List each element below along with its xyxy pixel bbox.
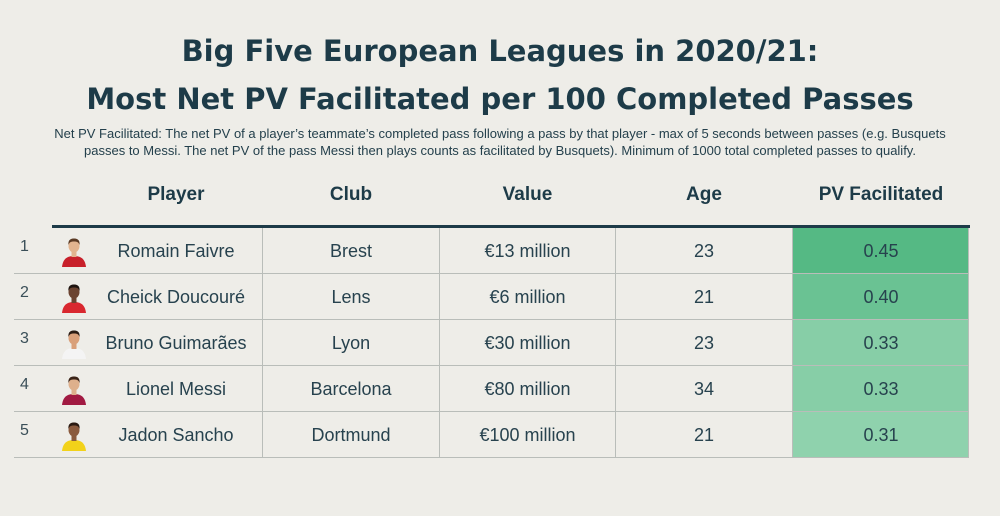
column-divider	[615, 366, 616, 412]
row-divider	[14, 273, 969, 274]
rank-number: 1	[20, 238, 29, 255]
column-divider	[615, 412, 616, 458]
column-divider	[615, 320, 616, 366]
player-name: Lionel Messi	[125, 379, 227, 399]
player-name: Bruno Guimarães	[105, 333, 247, 353]
table-row: 3 Bruno Guimarães Lyon €30 million 23 0.33	[0, 320, 1000, 366]
rank-number: 4	[20, 376, 29, 393]
column-divider	[792, 412, 793, 458]
column-header-player: Player	[147, 184, 205, 205]
player-age: 21	[693, 425, 715, 445]
column-divider	[262, 366, 263, 412]
player-avatar-icon	[62, 376, 86, 405]
column-divider	[792, 228, 793, 274]
pv-facilitated-value: 0.31	[863, 425, 899, 445]
column-header-age: Age	[686, 184, 722, 205]
pv-cell-fill	[793, 274, 969, 320]
market-value: €100 million	[479, 425, 576, 445]
column-divider	[615, 274, 616, 320]
header-divider	[52, 225, 970, 228]
column-divider	[439, 274, 440, 320]
market-value: €30 million	[484, 333, 571, 353]
pv-cell-fill	[793, 412, 969, 458]
club-name: Lens	[331, 287, 371, 307]
club-name: Brest	[329, 241, 372, 261]
subtitle-line-2: passes to Messi. The net PV of the pass …	[84, 143, 916, 158]
player-age: 34	[693, 379, 715, 399]
table-row: 2 Cheick Doucouré Lens €6 million 21 0.40	[0, 274, 1000, 320]
player-name: Romain Faivre	[117, 241, 235, 261]
column-divider	[792, 274, 793, 320]
column-divider	[439, 320, 440, 366]
player-age: 21	[693, 287, 715, 307]
pv-cell-fill	[793, 366, 969, 412]
column-divider	[439, 228, 440, 274]
column-divider	[262, 320, 263, 366]
chart-title-line-1: Big Five European Leagues in 2020/21:	[181, 34, 819, 68]
pv-facilitated-value: 0.33	[863, 379, 899, 399]
player-age: 23	[693, 333, 715, 353]
chart-subtitle: Net PV Facilitated: The net PV of a play…	[0, 125, 1000, 159]
pv-facilitated-value: 0.40	[863, 287, 899, 307]
rank-number: 2	[20, 284, 29, 301]
row-divider	[14, 319, 969, 320]
subtitle-line-1: Net PV Facilitated: The net PV of a play…	[54, 126, 946, 141]
player-name: Cheick Doucouré	[106, 287, 246, 307]
club-name: Barcelona	[310, 379, 392, 399]
column-divider	[262, 412, 263, 458]
player-avatar-icon	[62, 422, 86, 451]
pv-facilitated-value: 0.33	[863, 333, 899, 353]
column-header-pv-facilitated: PV Facilitated	[818, 184, 944, 205]
table-row: 5 Jadon Sancho Dortmund €100 million 21 0.31	[0, 412, 1000, 458]
column-divider	[262, 274, 263, 320]
column-header-club: Club	[329, 184, 373, 205]
market-value: €13 million	[484, 241, 571, 261]
player-avatar-icon	[62, 330, 86, 359]
market-value: €80 million	[484, 379, 571, 399]
column-divider	[439, 412, 440, 458]
column-header-value: Value	[502, 184, 553, 205]
rank-number: 3	[20, 330, 29, 347]
chart-title-line-2: Most Net PV Facilitated per 100 Complete…	[86, 82, 914, 116]
column-divider	[439, 366, 440, 412]
row-divider	[14, 457, 969, 458]
column-divider	[615, 228, 616, 274]
column-divider	[792, 320, 793, 366]
column-divider	[262, 228, 263, 274]
column-divider	[792, 366, 793, 412]
pv-cell-fill	[793, 320, 969, 366]
club-name: Dortmund	[311, 425, 391, 445]
player-avatar-icon	[62, 284, 86, 313]
row-divider	[14, 411, 969, 412]
pv-cell-fill	[793, 228, 969, 274]
pv-facilitated-value: 0.45	[863, 241, 899, 261]
table-row: 1 Romain Faivre Brest €13 million 23 0.45	[0, 228, 1000, 274]
player-name: Jadon Sancho	[118, 425, 234, 445]
table-right-border	[968, 228, 969, 458]
player-avatar-icon	[62, 238, 86, 267]
rank-number: 5	[20, 422, 29, 439]
club-name: Lyon	[331, 333, 371, 353]
market-value: €6 million	[489, 287, 566, 307]
row-divider	[14, 365, 969, 366]
table-row: 4 Lionel Messi Barcelona €80 million 34 0.33	[0, 366, 1000, 412]
player-age: 23	[693, 241, 715, 261]
